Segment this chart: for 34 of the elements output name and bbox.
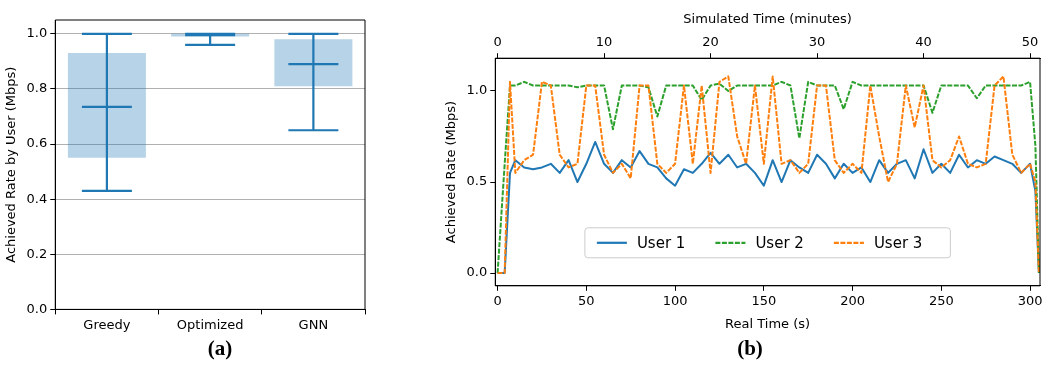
x-tick-label: Greedy (83, 316, 131, 332)
x2-tick-label: 0 (493, 33, 502, 49)
x-tick-label: 100 (662, 292, 688, 308)
x-tick-label: 300 (1017, 292, 1043, 308)
y-tick-label: 0.4 (26, 190, 48, 206)
x-tick-label: Optimized (176, 316, 244, 332)
y-tick-label: 0.0 (26, 300, 48, 316)
x2-tick-label: 40 (915, 33, 932, 49)
y-tick-label: 0.2 (26, 245, 48, 261)
x2-tick-label: 50 (1021, 33, 1039, 49)
x2-tick-label: 20 (702, 33, 719, 49)
x2-tick-label: 30 (808, 33, 826, 49)
legend-label: User 3 (873, 233, 923, 252)
y-tick-label: 1.0 (26, 25, 48, 41)
y-tick-label: 0.5 (466, 173, 488, 189)
x-tick-label: 200 (840, 292, 865, 308)
x-axis-title: Real Time (s) (725, 315, 811, 331)
y-axis-title: Achieved Rate (Mbps) (443, 100, 459, 244)
x2-tick-label: 10 (595, 33, 613, 49)
legend-label: User 1 (636, 233, 686, 252)
y-tick-label: 0.8 (26, 80, 48, 96)
x-tick-label: 0 (493, 292, 502, 308)
x-tick-label: 250 (928, 292, 954, 308)
y-tick-label: 0.6 (26, 135, 48, 151)
text: (a) (206, 336, 234, 361)
x-tick-label: 50 (578, 292, 595, 308)
text: (b) (736, 336, 764, 361)
x-tick-label: GNN (298, 316, 329, 332)
legend-label: User 2 (755, 233, 804, 252)
x2-axis-title: Simulated Time (minutes) (683, 11, 852, 27)
x-tick-label: 150 (751, 292, 777, 308)
y-axis-title: Achieved Rate by User (Mbps) (3, 66, 19, 263)
y-tick-label: 1.0 (466, 82, 488, 98)
y-tick-label: 0.0 (466, 264, 488, 280)
